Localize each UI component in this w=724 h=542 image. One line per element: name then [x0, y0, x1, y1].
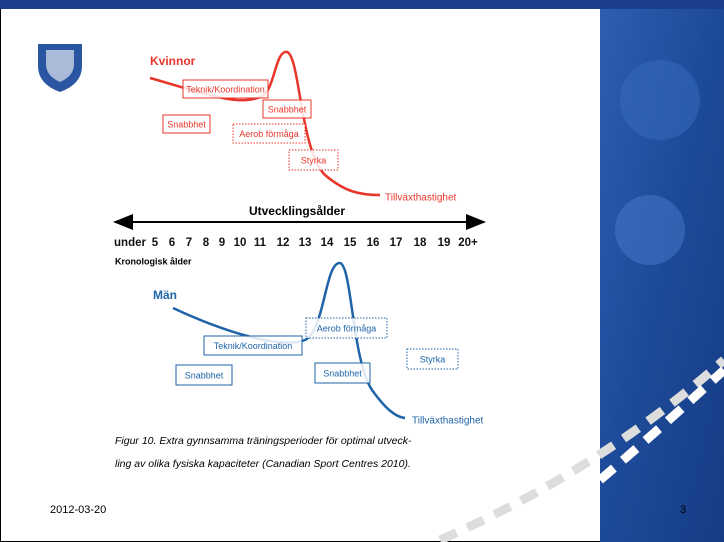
axis-subtitle: Kronologisk ålder: [115, 256, 192, 266]
age-label: 13: [299, 237, 312, 249]
women-growth: Tillväxthastighet: [385, 193, 457, 204]
period-label: Snabbhet: [167, 119, 206, 129]
axis-title: Utvecklingsålder: [249, 204, 345, 218]
side-figure: [615, 195, 685, 265]
side-figure: [620, 60, 700, 140]
age-label: 5: [152, 237, 159, 249]
age-label: 18: [414, 237, 427, 249]
age-label: 9: [219, 237, 225, 249]
period-label: Snabbhet: [185, 370, 224, 380]
age-label: 19: [438, 237, 451, 249]
period-label: Teknik/Koordination: [186, 84, 265, 94]
age-label: 20+: [458, 237, 478, 249]
footer-date: 2012-03-20: [50, 504, 106, 516]
age-label: 17: [390, 237, 403, 249]
slide: Kvinnor Tillväxthastighet Utvecklingsåld…: [0, 0, 724, 542]
age-label: 14: [321, 237, 334, 249]
age-label: under: [114, 237, 146, 249]
period-label: Styrka: [420, 354, 446, 364]
period-label: Aerob förmåga: [239, 129, 299, 139]
age-label: 7: [186, 237, 192, 249]
men-title: Män: [153, 288, 177, 302]
age-label: 16: [367, 237, 380, 249]
period-label: Styrka: [301, 155, 327, 165]
men-growth: Tillväxthastighet: [412, 416, 484, 427]
age-label: 6: [169, 237, 175, 249]
page-number: 3: [680, 504, 686, 516]
caption-line: ling av olika fysiska kapaciteter (Canad…: [115, 458, 411, 470]
age-label: 15: [344, 237, 357, 249]
period-label: Snabbhet: [323, 368, 362, 378]
period-label: Aerob förmåga: [317, 323, 377, 333]
age-label: 10: [234, 237, 247, 249]
caption-line: Figur 10. Extra gynnsamma träningsperiod…: [115, 435, 412, 447]
top-bar: [0, 0, 724, 9]
age-label: 12: [277, 237, 290, 249]
page: {"slide": { "women": {"title": "Kvinnor"…: [0, 0, 724, 542]
women-title: Kvinnor: [150, 54, 196, 68]
age-label: 8: [203, 237, 210, 249]
period-label: Snabbhet: [268, 104, 307, 114]
age-label: 11: [254, 237, 267, 249]
period-label: Teknik/Koordination: [214, 341, 293, 351]
